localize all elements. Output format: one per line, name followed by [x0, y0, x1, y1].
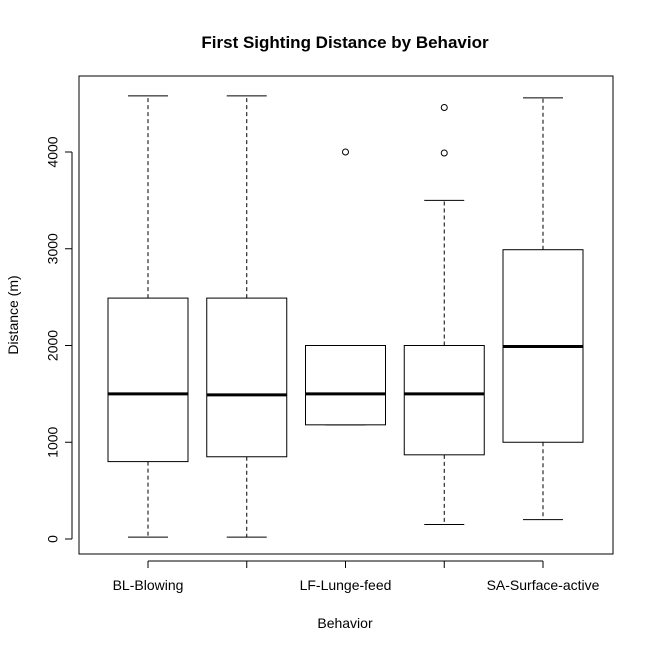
plot-frame: [78, 75, 614, 555]
box-0: [107, 297, 189, 463]
box-group-4: [502, 97, 584, 521]
x-tick-label-4: SA-Surface-active: [487, 577, 600, 593]
box-group-0: [107, 95, 189, 538]
outlier-3-1: [440, 103, 448, 111]
box-group-1: [206, 95, 288, 538]
x-axis: BL-Blowing LF-Lunge-feed SA-Surface-active: [113, 560, 600, 593]
y-tick-label-1000: 1000: [45, 426, 61, 457]
box-2: [305, 345, 386, 426]
boxes: [107, 95, 584, 538]
x-axis-label: Behavior: [317, 615, 373, 631]
box-group-3: [403, 103, 485, 525]
y-axis: 0 1000 2000 3000 4000: [45, 136, 73, 543]
y-tick-label-3000: 3000: [45, 233, 61, 264]
y-axis-label: Distance (m): [5, 275, 21, 354]
x-tick-label-2: LF-Lunge-feed: [300, 577, 392, 593]
y-tick-label-0: 0: [45, 535, 61, 543]
outlier-2-0: [342, 148, 349, 156]
box-group-2: [305, 148, 386, 426]
y-tick-label-2000: 2000: [45, 330, 61, 361]
y-tick-label-4000: 4000: [45, 136, 61, 167]
x-tick-label-0: BL-Blowing: [113, 577, 184, 593]
box-3: [403, 345, 485, 456]
box-1: [206, 297, 288, 458]
chart-title: First Sighting Distance by Behavior: [201, 33, 489, 52]
outlier-3-0: [440, 149, 448, 157]
